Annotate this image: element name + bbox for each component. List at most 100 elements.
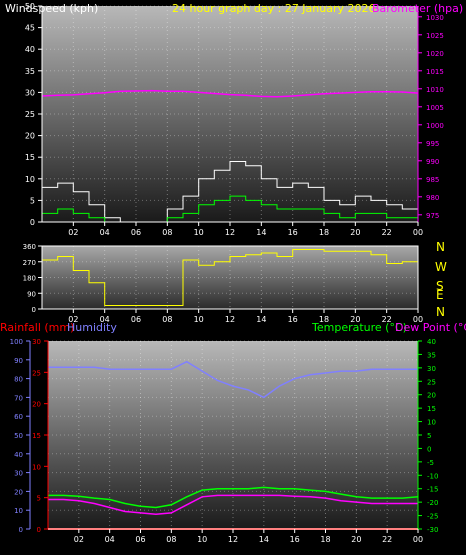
baro-ytick-label: 1025 (426, 32, 444, 40)
baro-ytick-label: 990 (426, 158, 439, 166)
humidity-ytick-label: 70 (14, 394, 23, 402)
temp-ytick-label: 0 (427, 445, 431, 453)
rain-ytick-label: 0 (37, 526, 41, 534)
baro-ytick-label: 975 (426, 212, 439, 220)
temp-xtick-label: 04 (105, 535, 115, 544)
baro-ytick-label: 1030 (426, 14, 444, 22)
temp-ytick-label: 25 (427, 378, 436, 386)
temp-xtick-label: 16 (290, 535, 300, 544)
baro-axis-label: Barometer (hpa) (372, 2, 463, 15)
baro-ytick-label: 1010 (426, 86, 444, 94)
rain-ytick-label: 25 (32, 369, 41, 377)
wind-ytick-label: 35 (25, 67, 35, 76)
humidity-line (48, 360, 418, 399)
direction-label-w: W (435, 260, 447, 274)
temp-xtick-label: 06 (135, 535, 145, 544)
humidity-ytick-label: 80 (14, 376, 23, 384)
direction-ytick-label: 270 (23, 259, 36, 267)
direction-xtick-label: 20 (350, 315, 360, 324)
temp-xtick-label: 08 (166, 535, 176, 544)
humidity-ytick-label: 90 (14, 357, 23, 365)
direction-xtick-label: 12 (225, 315, 235, 324)
wind-xtick-label: 08 (162, 228, 172, 237)
wind-ytick-label: 40 (25, 45, 35, 54)
temp-ytick-label: -20 (427, 499, 438, 507)
humidity-ytick-label: 10 (14, 507, 23, 515)
wind-ytick-label: 10 (25, 175, 35, 184)
direction-label-s: S (436, 279, 444, 293)
wind-ytick-label: 0 (30, 218, 35, 227)
wind-avg-line (42, 195, 419, 223)
temperature-line (48, 486, 419, 509)
dew-point-line (48, 494, 418, 515)
temp-ytick-label: 15 (427, 405, 436, 413)
wind-panel-bg (42, 6, 418, 222)
wind-xtick-label: 12 (225, 228, 235, 237)
direction-xtick-label: 18 (319, 315, 329, 324)
direction-label-n-top: N (436, 240, 445, 254)
direction-xtick-label: 22 (382, 315, 392, 324)
wind-axis-label: Windspeed (kph) (5, 2, 98, 15)
direction-xtick-label: 14 (256, 315, 266, 324)
direction-label-e: E (436, 288, 444, 302)
wind-xtick-label: 00 (413, 228, 423, 237)
wind-xtick-label: 14 (256, 228, 266, 237)
rain-ytick-label: 20 (32, 401, 41, 409)
wind-ytick-label: 20 (25, 132, 35, 141)
direction-labels: N W S E N (435, 240, 447, 319)
rain-axis-label: Rainfall (mm) (0, 321, 74, 334)
humidity-ytick-label: 50 (14, 432, 23, 440)
wind-xtick-label: 16 (288, 228, 298, 237)
wind-ytick-label: 15 (25, 153, 35, 162)
direction-xtick-label: 16 (288, 315, 298, 324)
baro-ytick-label: 1020 (426, 50, 444, 58)
direction-xtick-label: 00 (413, 315, 423, 324)
wind-xtick-label: 06 (131, 228, 141, 237)
baro-ytick-label: 980 (426, 194, 439, 202)
temp-axis-label: Temperature (°C) (311, 321, 407, 334)
temp-xtick-label: 10 (197, 535, 207, 544)
temp-xtick-label: 18 (320, 535, 330, 544)
wind-xtick-label: 22 (382, 228, 392, 237)
direction-frame (41, 245, 419, 310)
baro-ytick-label: 1000 (426, 122, 444, 130)
wind-xtick-label: 02 (68, 228, 78, 237)
temp-xtick-label: 22 (382, 535, 392, 544)
rain-ytick-label: 30 (32, 338, 41, 346)
wind-xtick-label: 10 (194, 228, 204, 237)
humidity-ytick-label: 0 (19, 526, 23, 534)
wind-gust-line (42, 161, 419, 223)
dew-axis-label: Dew Point (°C) (395, 321, 466, 334)
wind-ytick-label: 25 (25, 110, 35, 119)
baro-ytick-label: 1005 (426, 104, 444, 112)
temp-ytick-label: 10 (427, 419, 436, 427)
barometer-line (41, 89, 419, 98)
direction-xtick-label: 02 (68, 315, 78, 324)
direction-xtick-label: 04 (100, 315, 110, 324)
wind-ytick-label: 50 (25, 2, 35, 11)
temp-ytick-label: -10 (427, 472, 438, 480)
temp-panel-bg (48, 341, 418, 529)
temp-ytick-label: 35 (427, 351, 436, 359)
temp-ytick-label: -30 (427, 526, 438, 534)
direction-xtick-label: 08 (162, 315, 172, 324)
humidity-ytick-label: 60 (14, 413, 23, 421)
humidity-ytick-label: 100 (10, 338, 23, 346)
direction-ytick-label: 90 (27, 290, 36, 298)
wind-xtick-label: 20 (350, 228, 360, 237)
wind-ytick-label: 5 (30, 196, 35, 205)
temp-xtick-label: 14 (259, 535, 269, 544)
direction-xtick-label: 06 (131, 315, 141, 324)
humidity-ytick-label: 30 (14, 470, 23, 478)
humidity-axis-label: Humidity (67, 321, 117, 334)
direction-ytick-label: 360 (23, 243, 36, 251)
temp-ytick-label: 5 (427, 432, 431, 440)
humidity-ytick-label: 40 (14, 451, 23, 459)
direction-xtick-label: 10 (194, 315, 204, 324)
temp-xtick-label: 20 (351, 535, 361, 544)
direction-ytick-label: 180 (23, 275, 36, 283)
temp-ytick-label: 40 (427, 338, 436, 346)
rain-ytick-label: 10 (32, 463, 41, 471)
wind-ytick-label: 30 (25, 88, 35, 97)
rain-ytick-label: 15 (32, 432, 41, 440)
